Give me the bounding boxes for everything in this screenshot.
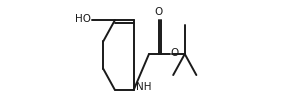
Text: O: O (170, 48, 178, 58)
Text: HO: HO (74, 14, 91, 24)
Text: O: O (155, 7, 163, 17)
Text: NH: NH (136, 82, 151, 92)
